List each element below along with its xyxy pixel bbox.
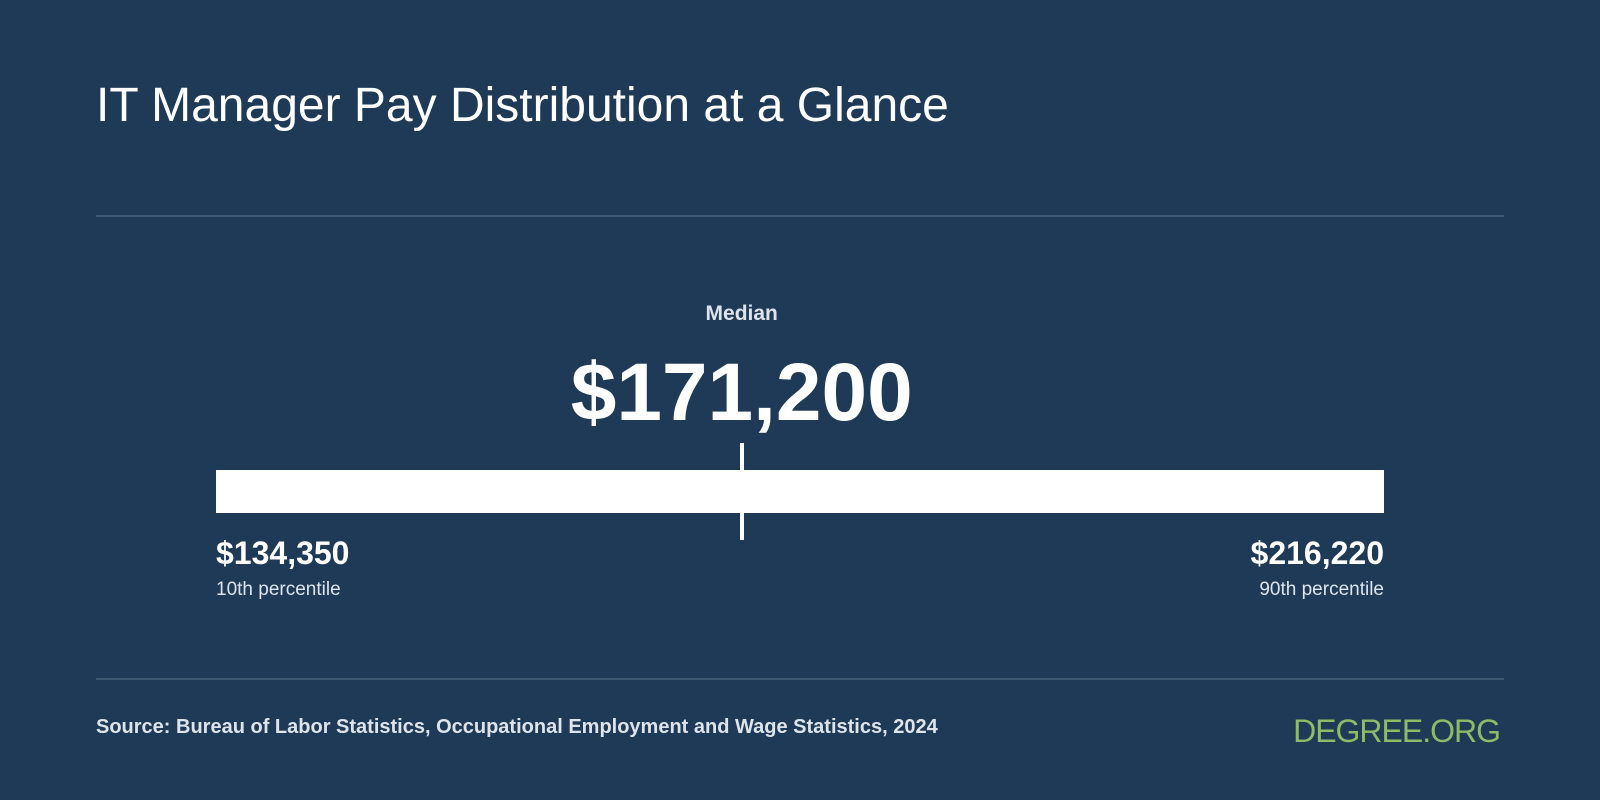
max-value: $216,220 (1250, 535, 1384, 571)
brand-logo: DEGREE.ORG (1293, 713, 1501, 749)
pay-range-bar (216, 470, 1384, 513)
bottom-divider (96, 678, 1504, 680)
median-label: Median (705, 302, 778, 325)
median-value: $171,200 (570, 347, 913, 438)
source-note: Source: Bureau of Labor Statistics, Occu… (96, 716, 938, 738)
max-label: 90th percentile (1259, 579, 1384, 600)
top-divider (96, 215, 1504, 217)
median-marker (739, 443, 744, 540)
chart-title: IT Manager Pay Distribution at a Glance (96, 79, 949, 132)
min-value: $134,350 (216, 535, 350, 571)
min-label: 10th percentile (216, 579, 341, 600)
